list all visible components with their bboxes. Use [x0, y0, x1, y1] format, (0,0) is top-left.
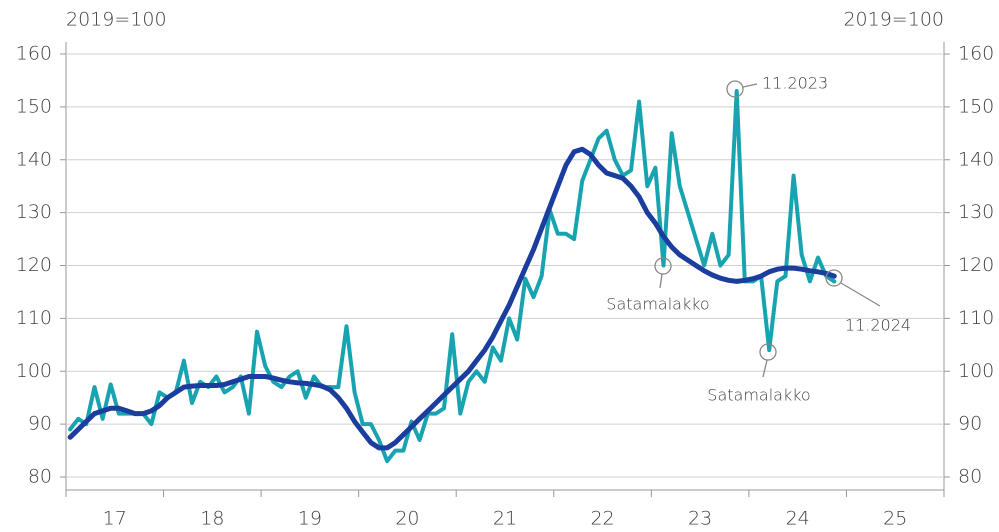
y2-tick-label: 130 [958, 201, 994, 223]
annotation: 11.2024 [845, 316, 911, 335]
y2-axis-label: 2019=100 [843, 9, 944, 31]
grid: 80 90 100 110 120 130 140 150 160 80 90 100 110 120 13… [16, 43, 995, 530]
y-tick-label: 90 [28, 413, 52, 435]
annotation: Satamalakko [606, 295, 709, 314]
lines [67, 89, 837, 464]
x-tick-label: 24 [786, 508, 810, 530]
y2-tick-label: 140 [958, 148, 994, 170]
y2-tick-label: 120 [958, 254, 994, 276]
annotations [654, 80, 881, 378]
annotation-circle [726, 80, 744, 98]
x-tick-label: 18 [200, 508, 224, 530]
x-tick-label: 20 [395, 508, 419, 530]
annotation-leader [659, 273, 663, 289]
annotation-leader [742, 83, 758, 88]
y2-tick-label: 150 [958, 95, 994, 117]
annotation: 11.2023 [762, 74, 828, 93]
y2-tick-label: 80 [958, 466, 982, 488]
y2-tick-label: 90 [958, 413, 982, 435]
annotation-leader [762, 359, 768, 378]
y-axis-label: 2019=100 [66, 9, 167, 31]
annotation: Satamalakko [707, 386, 810, 405]
y2-tick-label: 100 [958, 360, 994, 382]
y-tick-label: 130 [16, 201, 52, 223]
x-tick-label: 17 [103, 508, 127, 530]
x-tick-label: 25 [883, 508, 907, 530]
x-tick-label: 22 [590, 508, 614, 530]
y2-tick-label: 160 [958, 43, 994, 65]
x-tick-label: 23 [688, 508, 712, 530]
x-tick-label: 21 [493, 508, 517, 530]
annotation-leader [840, 282, 881, 307]
y-tick-label: 80 [28, 466, 52, 488]
series-line [67, 146, 837, 451]
annotation-circle [759, 343, 777, 361]
y-tick-label: 150 [16, 95, 52, 117]
annotation-circle [654, 257, 672, 275]
annotation-circle [825, 269, 843, 287]
y2-tick-label: 110 [958, 307, 994, 329]
y-tick-label: 100 [16, 360, 52, 382]
y-tick-label: 140 [16, 148, 52, 170]
y-tick-label: 160 [16, 43, 52, 65]
y-tick-label: 120 [16, 254, 52, 276]
x-tick-label: 19 [298, 508, 322, 530]
series-line [68, 89, 837, 464]
y-tick-label: 110 [16, 307, 52, 329]
